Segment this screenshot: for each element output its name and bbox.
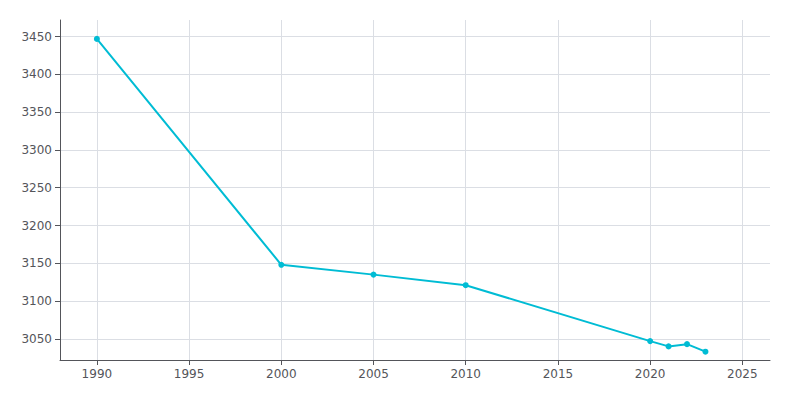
svg-text:2010: 2010 — [450, 367, 481, 381]
svg-text:3350: 3350 — [21, 105, 52, 119]
svg-text:3400: 3400 — [21, 67, 52, 81]
svg-text:3250: 3250 — [21, 181, 52, 195]
svg-text:2020: 2020 — [635, 367, 666, 381]
svg-text:2025: 2025 — [727, 367, 758, 381]
svg-text:3100: 3100 — [21, 294, 52, 308]
svg-text:3050: 3050 — [21, 332, 52, 346]
svg-text:2000: 2000 — [266, 367, 297, 381]
svg-text:3300: 3300 — [21, 143, 52, 157]
svg-text:1995: 1995 — [174, 367, 205, 381]
svg-text:2015: 2015 — [543, 367, 574, 381]
svg-text:1990: 1990 — [82, 367, 113, 381]
svg-text:2005: 2005 — [358, 367, 389, 381]
svg-text:3200: 3200 — [21, 219, 52, 233]
svg-text:3150: 3150 — [21, 256, 52, 270]
svg-text:3450: 3450 — [21, 30, 52, 44]
